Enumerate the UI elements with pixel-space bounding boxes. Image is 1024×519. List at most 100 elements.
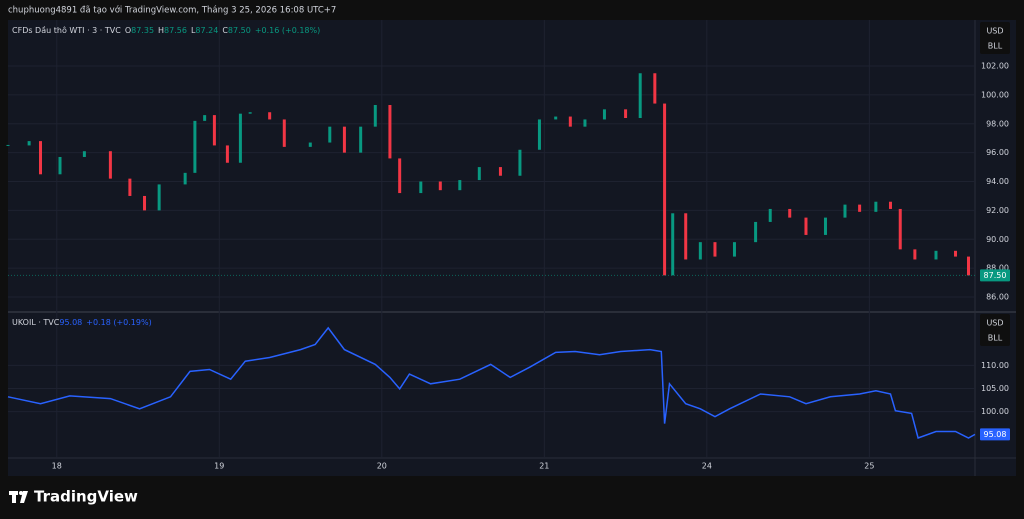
- legend-change: +0.16 (+0.18%): [255, 26, 320, 35]
- candle: [498, 167, 502, 176]
- candle: [282, 119, 286, 147]
- x-tick-label: 19: [214, 462, 224, 471]
- candle: [583, 119, 587, 127]
- candle: [537, 119, 541, 150]
- unit-label: BLL: [988, 334, 1003, 343]
- last-price-label: 95.08: [984, 430, 1007, 439]
- y-tick-label: 102.00: [981, 62, 1009, 71]
- candle: [518, 149, 522, 176]
- candle: [698, 242, 702, 260]
- last-price-tag: [980, 269, 1010, 282]
- candle: [653, 73, 657, 104]
- candle: [128, 178, 132, 196]
- candle: [438, 181, 442, 191]
- candle: [554, 116, 558, 120]
- chart-area: [8, 20, 1016, 476]
- candle: [342, 126, 346, 153]
- candle: [82, 151, 86, 157]
- units-box: [980, 314, 1010, 346]
- y-tick-label: 86.00: [986, 293, 1009, 302]
- y-tick-label: 100.00: [981, 90, 1009, 99]
- candle: [934, 250, 938, 260]
- last-price-label: 87.50: [984, 271, 1007, 280]
- legend-value: 95.08: [59, 318, 82, 327]
- candle: [754, 221, 758, 243]
- candle: [58, 156, 62, 175]
- y-tick-label: 92.00: [986, 206, 1009, 215]
- last-price-tag: [980, 428, 1010, 441]
- y-tick-label: 96.00: [986, 148, 1009, 157]
- candle: [193, 120, 197, 173]
- candle: [308, 142, 312, 147]
- candle: [398, 158, 402, 194]
- y-tick-label: 100.00: [981, 407, 1009, 416]
- y-tick-label: 88.00: [986, 264, 1009, 273]
- candle: [858, 204, 862, 212]
- y-tick-label: 94.00: [986, 177, 1009, 186]
- candle: [823, 217, 827, 235]
- unit-label: USD: [986, 319, 1003, 328]
- candle: [913, 249, 917, 260]
- candle: [328, 126, 332, 143]
- candle: [157, 184, 161, 211]
- legend-change: +0.18 (+0.19%): [86, 318, 151, 327]
- x-tick-label: 25: [864, 462, 874, 471]
- candle: [373, 105, 377, 127]
- candle: [477, 167, 481, 181]
- candle: [671, 213, 675, 276]
- candle: [419, 181, 423, 194]
- candle: [663, 103, 667, 276]
- candle: [212, 115, 216, 146]
- unit-label: USD: [986, 27, 1003, 36]
- y-tick-label: 98.00: [986, 119, 1009, 128]
- x-tick-label: 18: [52, 462, 62, 471]
- footer-brand: TradingView: [34, 488, 138, 506]
- price-line: [7, 326, 976, 439]
- legend-key: L: [191, 26, 196, 35]
- legend-key: H: [158, 26, 164, 35]
- legend-title: UKOIL · TVC: [12, 318, 60, 327]
- candle: [624, 109, 628, 118]
- candle: [788, 208, 792, 218]
- y-tick-label: 110.00: [981, 361, 1009, 370]
- candle: [684, 213, 688, 260]
- candle: [888, 201, 892, 209]
- header: chuphuong4891 đã tạo với TradingView.com…: [8, 5, 336, 16]
- candle: [39, 141, 43, 175]
- candle: [768, 208, 772, 222]
- candle: [248, 112, 252, 114]
- candle: [458, 180, 462, 191]
- candle: [713, 242, 717, 257]
- legend-title: CFDs Dầu thô WTI · 3 · TVC: [12, 25, 121, 35]
- candle: [268, 112, 272, 120]
- legend-key: C: [222, 26, 228, 35]
- legend-key: O: [125, 26, 131, 35]
- candle: [568, 116, 572, 127]
- candle: [843, 204, 847, 218]
- candle: [804, 217, 808, 235]
- candle: [874, 201, 878, 212]
- logo: [9, 491, 28, 503]
- candle: [27, 141, 31, 146]
- unit-label: BLL: [988, 42, 1003, 51]
- candle: [388, 105, 392, 159]
- candle: [732, 242, 736, 257]
- legend-value: 87.50: [228, 26, 251, 35]
- legend-value: 87.24: [195, 26, 218, 35]
- candle: [359, 126, 363, 153]
- candle: [108, 151, 112, 179]
- candle: [143, 195, 147, 211]
- candle: [966, 256, 970, 276]
- candle: [183, 172, 187, 185]
- legend-value: 87.56: [164, 26, 187, 35]
- legend: UKOIL · TVC95.08 +0.18 (+0.19%): [12, 318, 152, 327]
- y-tick-label: 90.00: [986, 235, 1009, 244]
- x-tick-label: 20: [377, 462, 387, 471]
- candle: [638, 73, 642, 118]
- legend-value: 87.35: [131, 26, 154, 35]
- candle: [602, 109, 606, 120]
- candle: [203, 115, 207, 121]
- y-tick-label: 105.00: [981, 384, 1009, 393]
- x-tick-label: 24: [702, 462, 712, 471]
